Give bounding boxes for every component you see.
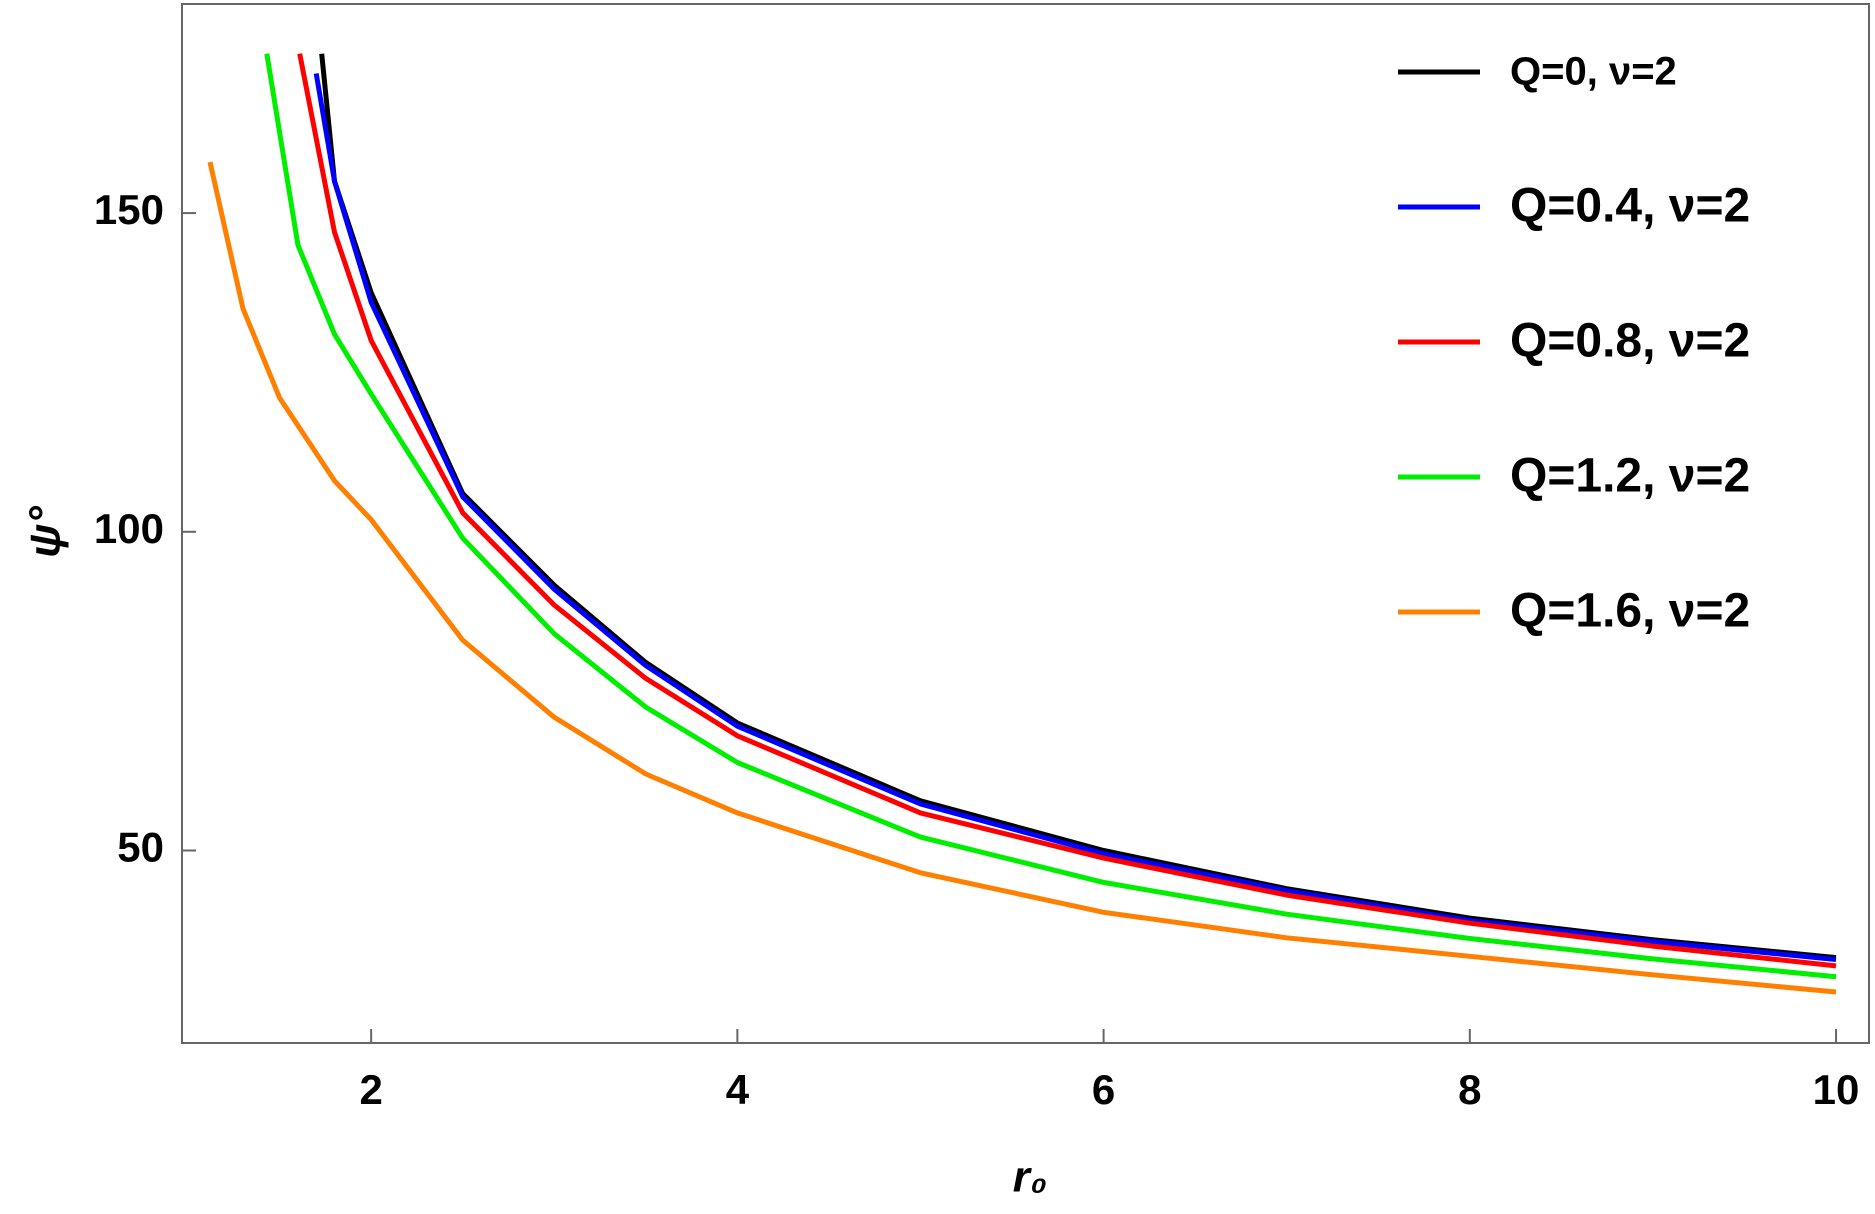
legend-label: Q=1.2, ν=2 [1510, 450, 1750, 503]
legend-label: Q=0.8, ν=2 [1510, 315, 1750, 368]
plot-frame [181, 3, 1870, 1044]
y-tick-label: 150 [94, 186, 164, 233]
y-tick-label: 100 [94, 505, 164, 552]
x-tick-label: 8 [1458, 1066, 1481, 1113]
x-tick-label: 6 [1092, 1066, 1115, 1113]
legend-label: Q=0, ν=2 [1510, 50, 1677, 94]
x-tick-label: 10 [1813, 1066, 1860, 1113]
series-line [207, 161, 1837, 995]
legend-label: Q=0.4, ν=2 [1510, 180, 1750, 233]
y-tick-label: 50 [117, 824, 164, 871]
series-line [264, 53, 1837, 980]
x-tick-label: 2 [359, 1066, 382, 1113]
x-tick-label: 4 [726, 1066, 750, 1113]
x-axis-label: r₀ [1013, 1153, 1047, 1202]
series-line [313, 73, 1837, 962]
y-axis-label: ψ° [21, 506, 70, 558]
legend-label: Q=1.6, ν=2 [1510, 585, 1750, 638]
series-line [297, 53, 1837, 969]
